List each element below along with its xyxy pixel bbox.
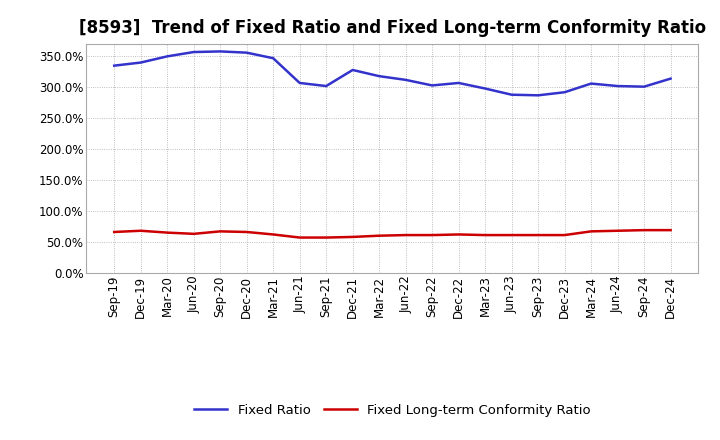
Fixed Long-term Conformity Ratio — [587, 229, 595, 234]
Fixed Long-term Conformity Ratio — [189, 231, 198, 236]
Fixed Long-term Conformity Ratio — [136, 228, 145, 233]
Fixed Long-term Conformity Ratio — [243, 229, 251, 235]
Fixed Long-term Conformity Ratio — [508, 232, 516, 238]
Fixed Long-term Conformity Ratio — [216, 229, 225, 234]
Fixed Long-term Conformity Ratio — [375, 233, 384, 238]
Fixed Ratio — [613, 84, 622, 89]
Fixed Ratio — [428, 83, 436, 88]
Fixed Ratio — [401, 77, 410, 83]
Fixed Long-term Conformity Ratio — [163, 230, 171, 235]
Fixed Long-term Conformity Ratio — [613, 228, 622, 233]
Fixed Long-term Conformity Ratio — [534, 232, 542, 238]
Title: [8593]  Trend of Fixed Ratio and Fixed Long-term Conformity Ratio: [8593] Trend of Fixed Ratio and Fixed Lo… — [78, 19, 706, 37]
Fixed Long-term Conformity Ratio — [348, 234, 357, 239]
Fixed Ratio — [163, 54, 171, 59]
Fixed Ratio — [587, 81, 595, 86]
Fixed Ratio — [508, 92, 516, 97]
Fixed Ratio — [481, 86, 490, 91]
Fixed Long-term Conformity Ratio — [454, 232, 463, 237]
Line: Fixed Ratio: Fixed Ratio — [114, 51, 670, 95]
Line: Fixed Long-term Conformity Ratio: Fixed Long-term Conformity Ratio — [114, 230, 670, 238]
Fixed Long-term Conformity Ratio — [560, 232, 569, 238]
Fixed Ratio — [189, 49, 198, 55]
Fixed Long-term Conformity Ratio — [666, 227, 675, 233]
Fixed Ratio — [269, 55, 277, 61]
Legend: Fixed Ratio, Fixed Long-term Conformity Ratio: Fixed Ratio, Fixed Long-term Conformity … — [189, 398, 596, 422]
Fixed Long-term Conformity Ratio — [428, 232, 436, 238]
Fixed Ratio — [640, 84, 649, 89]
Fixed Long-term Conformity Ratio — [640, 227, 649, 233]
Fixed Ratio — [666, 76, 675, 81]
Fixed Ratio — [534, 93, 542, 98]
Fixed Ratio — [216, 49, 225, 54]
Fixed Long-term Conformity Ratio — [322, 235, 330, 240]
Fixed Long-term Conformity Ratio — [269, 232, 277, 237]
Fixed Ratio — [375, 73, 384, 79]
Fixed Ratio — [110, 63, 119, 68]
Fixed Ratio — [243, 50, 251, 55]
Fixed Long-term Conformity Ratio — [401, 232, 410, 238]
Fixed Ratio — [348, 67, 357, 73]
Fixed Ratio — [454, 81, 463, 86]
Fixed Ratio — [136, 60, 145, 65]
Fixed Long-term Conformity Ratio — [110, 229, 119, 235]
Fixed Long-term Conformity Ratio — [295, 235, 304, 240]
Fixed Long-term Conformity Ratio — [481, 232, 490, 238]
Fixed Ratio — [322, 84, 330, 89]
Fixed Ratio — [295, 81, 304, 86]
Fixed Ratio — [560, 90, 569, 95]
